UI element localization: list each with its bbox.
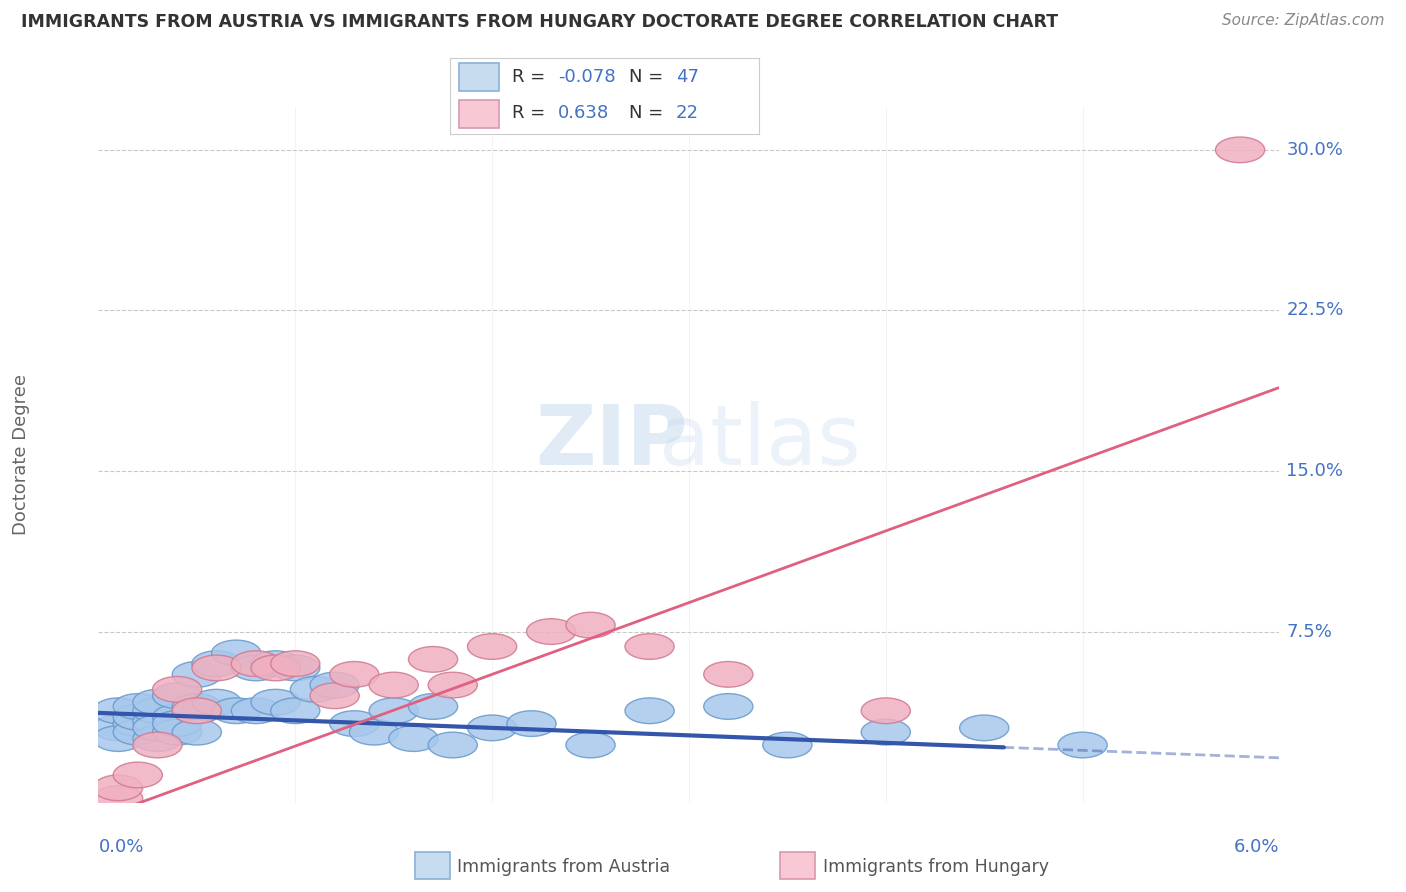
Ellipse shape (94, 726, 143, 751)
Text: Immigrants from Hungary: Immigrants from Hungary (823, 858, 1049, 876)
Ellipse shape (134, 732, 183, 758)
Text: IMMIGRANTS FROM AUSTRIA VS IMMIGRANTS FROM HUNGARY DOCTORATE DEGREE CORRELATION : IMMIGRANTS FROM AUSTRIA VS IMMIGRANTS FR… (21, 13, 1059, 31)
Ellipse shape (212, 640, 262, 665)
Ellipse shape (270, 651, 321, 676)
Ellipse shape (153, 676, 202, 702)
Ellipse shape (153, 683, 202, 708)
Ellipse shape (565, 732, 616, 758)
Ellipse shape (309, 683, 360, 708)
Ellipse shape (388, 726, 439, 751)
Ellipse shape (191, 655, 242, 681)
Ellipse shape (212, 698, 262, 723)
Ellipse shape (1215, 137, 1265, 162)
Ellipse shape (408, 694, 458, 719)
Ellipse shape (134, 726, 183, 751)
Ellipse shape (329, 662, 380, 687)
Ellipse shape (250, 690, 301, 715)
Ellipse shape (231, 651, 281, 676)
Ellipse shape (565, 612, 616, 638)
Ellipse shape (704, 694, 754, 719)
Ellipse shape (349, 719, 399, 745)
Text: 22: 22 (676, 104, 699, 122)
Ellipse shape (467, 633, 517, 659)
Text: 15.0%: 15.0% (1286, 462, 1344, 480)
Text: ZIP: ZIP (536, 401, 688, 482)
Ellipse shape (114, 694, 163, 719)
Ellipse shape (231, 698, 281, 723)
Ellipse shape (427, 732, 477, 758)
Ellipse shape (173, 719, 222, 745)
Ellipse shape (467, 715, 517, 740)
Ellipse shape (762, 732, 813, 758)
Ellipse shape (270, 698, 321, 723)
Ellipse shape (94, 786, 143, 812)
Ellipse shape (153, 719, 202, 745)
Ellipse shape (114, 711, 163, 737)
Ellipse shape (173, 694, 222, 719)
Ellipse shape (408, 647, 458, 673)
Ellipse shape (153, 705, 202, 730)
Ellipse shape (1057, 732, 1108, 758)
Ellipse shape (191, 690, 242, 715)
Ellipse shape (134, 708, 183, 734)
Ellipse shape (309, 673, 360, 698)
Text: N =: N = (630, 68, 669, 86)
Ellipse shape (134, 698, 183, 723)
Ellipse shape (191, 651, 242, 676)
Ellipse shape (860, 719, 911, 745)
Ellipse shape (526, 619, 576, 644)
Text: -0.078: -0.078 (558, 68, 616, 86)
Text: 22.5%: 22.5% (1286, 301, 1344, 319)
Ellipse shape (368, 698, 419, 723)
Text: Doctorate Degree: Doctorate Degree (13, 375, 30, 535)
Text: R =: R = (512, 68, 551, 86)
Text: 30.0%: 30.0% (1286, 141, 1343, 159)
FancyBboxPatch shape (460, 101, 499, 128)
Text: R =: R = (512, 104, 551, 122)
Ellipse shape (959, 715, 1008, 740)
Text: 47: 47 (676, 68, 699, 86)
Ellipse shape (624, 698, 675, 723)
Ellipse shape (231, 655, 281, 681)
Ellipse shape (860, 698, 911, 723)
Text: 0.638: 0.638 (558, 104, 609, 122)
Ellipse shape (94, 715, 143, 740)
Text: N =: N = (630, 104, 669, 122)
Ellipse shape (290, 676, 340, 702)
Text: 7.5%: 7.5% (1286, 623, 1333, 640)
FancyBboxPatch shape (460, 63, 499, 91)
Ellipse shape (94, 698, 143, 723)
Ellipse shape (173, 698, 222, 723)
Ellipse shape (250, 655, 301, 681)
Ellipse shape (173, 698, 222, 723)
Text: Immigrants from Austria: Immigrants from Austria (457, 858, 671, 876)
Ellipse shape (114, 719, 163, 745)
Ellipse shape (270, 655, 321, 681)
Ellipse shape (153, 711, 202, 737)
Text: 0.0%: 0.0% (98, 838, 143, 856)
Ellipse shape (173, 662, 222, 687)
Ellipse shape (329, 711, 380, 737)
Ellipse shape (624, 633, 675, 659)
Text: atlas: atlas (659, 401, 860, 482)
Ellipse shape (134, 690, 183, 715)
Ellipse shape (368, 673, 419, 698)
Ellipse shape (134, 715, 183, 740)
Ellipse shape (114, 705, 163, 730)
Ellipse shape (427, 673, 477, 698)
Ellipse shape (250, 651, 301, 676)
Text: Source: ZipAtlas.com: Source: ZipAtlas.com (1222, 13, 1385, 29)
Ellipse shape (704, 662, 754, 687)
Ellipse shape (94, 775, 143, 801)
Ellipse shape (506, 711, 555, 737)
Ellipse shape (114, 762, 163, 788)
Text: 6.0%: 6.0% (1234, 838, 1279, 856)
